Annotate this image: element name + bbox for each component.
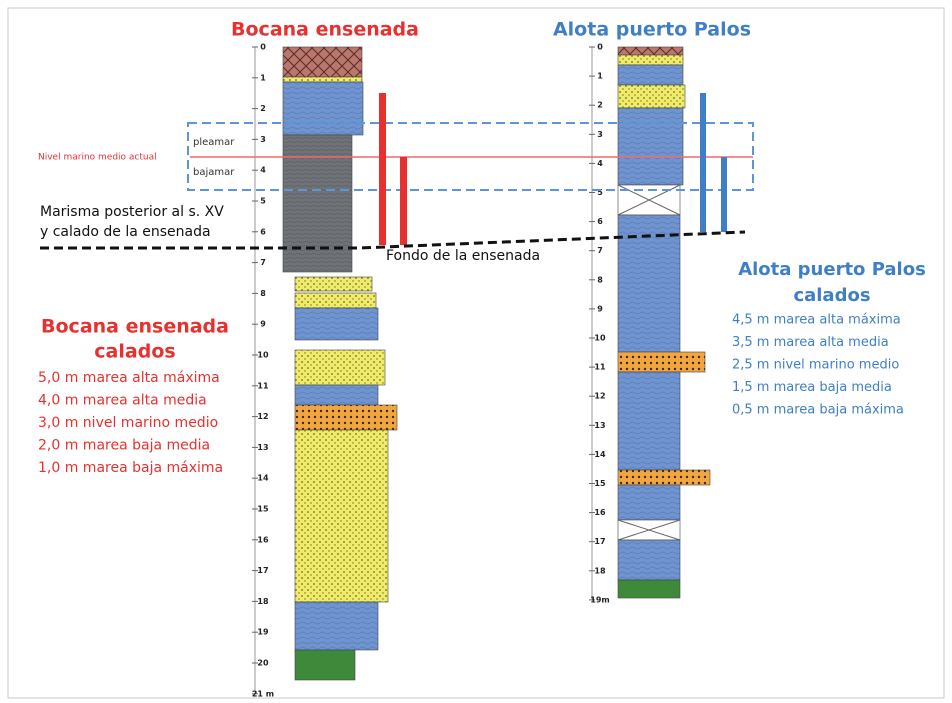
depth-label: 9 [260,320,266,329]
bottom-label: Fondo de la ensenada [386,248,540,264]
marsh-text: Marisma posterior al s. XV [40,204,224,220]
depth-label: 14 [257,474,269,483]
depth-label: 12 [594,392,605,401]
depth-label: 6 [597,217,603,226]
depth-label: 13 [594,421,605,430]
depth-label: 13 [257,443,268,452]
layer [294,404,398,431]
layer [282,81,364,136]
layer [617,469,711,486]
depth-label: 15 [594,479,606,488]
depth-label: 7 [260,258,266,267]
layer [294,349,386,386]
layer [294,601,379,651]
layer [617,64,684,86]
red-bar [379,93,386,245]
depth-label: 3 [597,130,603,139]
depth-label: 21 m [252,689,274,698]
legend-line: 1,0 m marea baja máxima [38,460,223,476]
layer [294,276,373,292]
legend-line: 3,5 m marea alta media [732,335,889,350]
layer [617,84,686,109]
layer [617,579,681,599]
depth-label: 19 [257,628,269,637]
depth-label: 0 [597,43,603,52]
depth-label: 9 [597,304,603,313]
depth-label: 0 [260,43,266,52]
left-title: Bocana ensenada [231,19,419,41]
right-title: Alota puerto Palos [553,19,751,41]
legend-line: 2,0 m marea baja media [38,438,210,454]
depth-label: 5 [597,188,603,197]
depth-label: 18 [594,566,606,575]
layer [617,107,684,186]
depth-label: 16 [257,535,269,544]
layer [617,371,681,471]
blue-bar [721,157,727,232]
legend-title: Alota puerto Palos [738,259,926,280]
legend-line: 4,5 m marea alta máxima [732,313,901,328]
depth-label: 18 [257,597,269,606]
depth-label: 14 [594,450,606,459]
legend-line: 3,0 m nivel marino medio [38,415,218,431]
depth-label: 6 [260,227,266,236]
depth-label: 11 [594,363,606,372]
legend-line: 5,0 m marea alta máxima [38,370,220,386]
depth-label: 1 [597,72,603,81]
high-tide: pleamar [193,137,235,148]
layer [617,539,681,581]
depth-label: 2 [597,101,603,110]
sea-level-label: Nivel marino medio actual [38,153,157,163]
depth-label: 1 [260,73,266,82]
layer [294,292,377,309]
layer [617,351,706,373]
layer [294,307,379,341]
low-tide: bajamar [193,167,235,178]
marsh-text: y calado de la ensenada [40,224,211,240]
depth-label: 7 [597,246,603,255]
depth-label: 3 [260,135,266,144]
depth-label: 8 [260,289,266,298]
layer [617,54,684,66]
depth-label: 16 [594,508,606,517]
layer [617,46,684,56]
tide-box [187,122,754,191]
red-bar [400,157,407,245]
layer [294,649,356,681]
depth-label: 10 [257,351,269,360]
legend-line: 2,5 m nivel marino medio [732,358,899,373]
legend-title: Bocana ensenada [41,316,229,338]
depth-label: 5 [260,197,266,206]
depth-label: 17 [594,537,605,546]
depth-label: 10 [594,334,606,343]
depth-label: 12 [257,412,268,421]
layer [282,46,363,78]
depth-label: 20 [257,659,269,668]
bottom-line [40,230,746,250]
layer [282,134,353,273]
depth-label: 8 [597,275,603,284]
blue-bar [700,93,706,232]
layer [282,76,363,83]
legend-line: 4,0 m marea alta media [38,393,207,409]
depth-label: 2 [260,104,266,113]
layer [294,429,389,603]
depth-label: 4 [260,166,266,175]
gap-cross [617,519,681,541]
depth-label: 17 [257,566,268,575]
legend-title: calados [94,341,175,363]
depth-label: 4 [597,159,603,168]
legend-line: 1,5 m marea baja media [732,380,892,395]
depth-label: 11 [257,381,269,390]
legend-line: 0,5 m marea baja máxima [732,403,904,418]
layer [294,384,379,406]
depth-label: 19m [590,595,609,604]
legend-title: calados [793,285,870,306]
frame [7,7,945,699]
depth-label: 15 [257,505,269,514]
layer [617,484,681,521]
